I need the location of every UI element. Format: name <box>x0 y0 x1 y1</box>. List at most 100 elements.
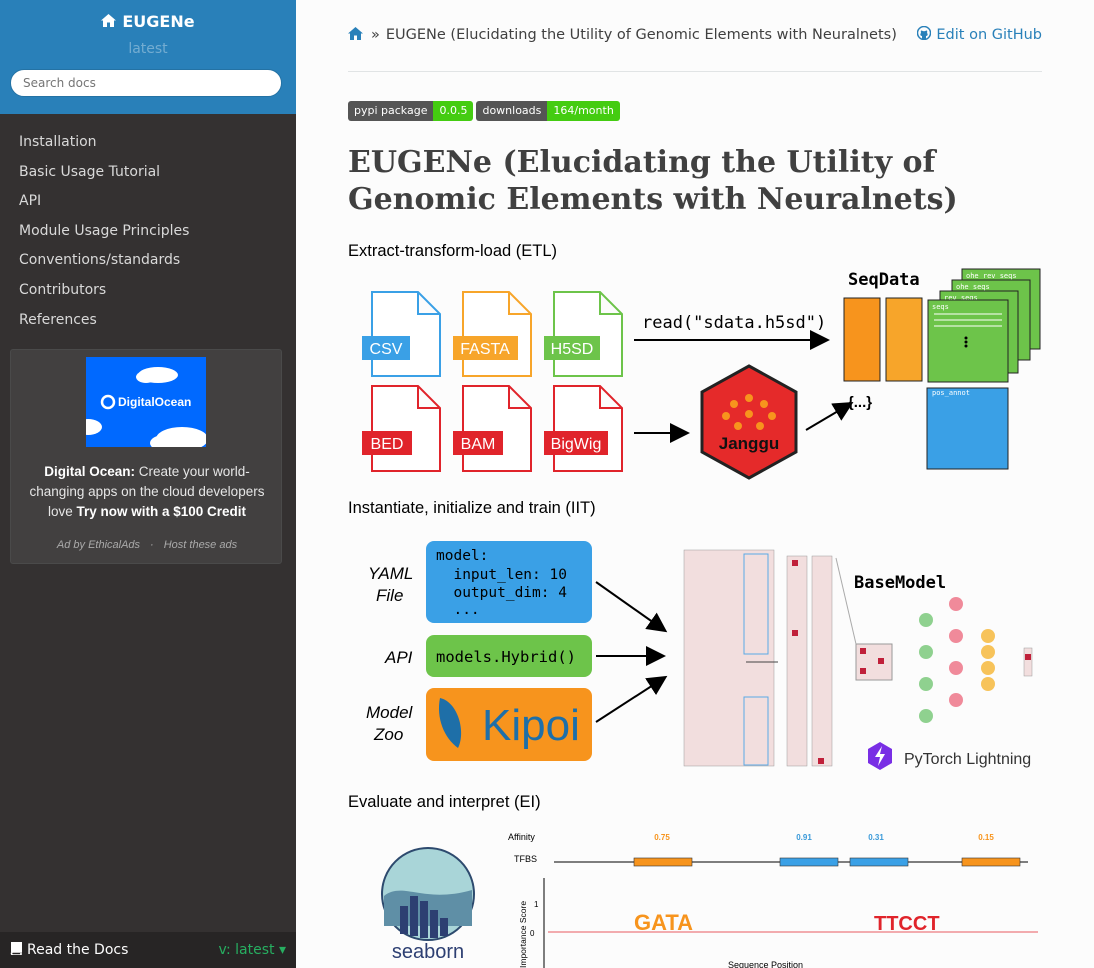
sidebar-item-module-usage[interactable]: Module Usage Principles <box>19 222 190 239</box>
edit-label: Edit on GitHub <box>936 27 1042 43</box>
rev-seqs-label: rev_seqs <box>944 294 978 302</box>
ad-by-link[interactable]: Ad by EthicalAds <box>56 539 141 551</box>
yaml-line-4: ... <box>436 602 480 618</box>
book-icon <box>10 940 23 959</box>
ei-heading: Evaluate and interpret (EI) <box>348 793 541 811</box>
breadcrumb-separator: » <box>371 27 380 43</box>
x-axis-label: Sequence Position <box>728 960 803 968</box>
seqdata-title: SeqData <box>848 270 920 290</box>
seqs-label: seqs <box>932 303 949 311</box>
etl-figure: CSV FASTA H5SD BED BAM BigWig read("sdat… <box>362 268 1041 480</box>
rtd-footer[interactable]: Read the Docs v: latest ▾ <box>0 932 296 968</box>
sidebar-item-contributors[interactable]: Contributors <box>19 281 107 298</box>
breadcrumb-current: EUGENe (Elucidating the Utility of Genom… <box>385 27 897 43</box>
lightning-icon <box>868 742 892 770</box>
breadcrumb: » EUGENe (Elucidating the Utility of Gen… <box>348 25 1042 44</box>
badge-value: 164/month <box>547 101 620 121</box>
ei-figure: seaborn Affinity TFBS 0.75 0.91 0.31 0.1… <box>381 832 1038 968</box>
affinity-value-4: 0.15 <box>978 833 994 842</box>
network-illustration <box>683 549 1033 767</box>
read-command: read("sdata.h5sd") <box>642 313 826 333</box>
affinity-value-2: 0.91 <box>796 833 812 842</box>
sidebar-item-installation[interactable]: Installation <box>19 134 97 150</box>
sidebar-item-api[interactable]: API <box>19 193 42 210</box>
ad-footer: Ad by EthicalAds · Host these ads <box>56 539 238 551</box>
y-axis-label: Importance Score <box>518 901 528 968</box>
downloads-badge[interactable]: downloads 164/month <box>476 101 620 121</box>
edit-on-github-link[interactable]: Edit on GitHub <box>917 25 1042 44</box>
sidebar-header: EUGENe latest <box>0 0 296 114</box>
sidebar-item-basic-usage[interactable]: Basic Usage Tutorial <box>19 163 161 180</box>
page-title: EUGENe (Elucidating the Utility of Genom… <box>348 145 958 217</box>
badge-label: downloads <box>476 101 548 121</box>
sidebar-item-conventions[interactable]: Conventions/standards <box>19 252 181 269</box>
fasta-file-icon: FASTA <box>453 291 532 377</box>
lightning-label: PyTorch Lightning <box>904 751 1031 768</box>
version-value: v: latest <box>218 942 275 958</box>
janggu-out-arrow <box>805 401 854 431</box>
motif-logo-1: GATA <box>634 910 693 935</box>
yaml-line-1: model: <box>436 548 488 564</box>
pos-annot-label: pos_annot <box>932 389 970 397</box>
api-code: models.Hybrid() <box>436 648 576 666</box>
seaborn-label: seaborn <box>392 941 464 963</box>
home-icon <box>101 12 117 31</box>
yaml-label-line1: YAML <box>368 564 413 583</box>
zoo-label-line1: Model <box>366 703 414 722</box>
bigwig-file-icon: BigWig <box>544 385 623 472</box>
sidebar-item-references[interactable]: References <box>19 311 97 328</box>
api-box <box>426 635 592 677</box>
api-label: API <box>384 648 413 667</box>
kipoi-label: Kipoi <box>482 701 580 750</box>
home-icon[interactable] <box>348 26 363 44</box>
bed-file-icon: BED <box>362 385 441 472</box>
janggu-label: Janggu <box>719 434 779 453</box>
ytick-0: 0 <box>530 929 535 938</box>
github-icon <box>917 25 932 44</box>
ohe-rev-seqs-label: ohe_rev_seqs <box>966 272 1017 280</box>
h5sd-file-icon: H5SD <box>544 291 623 377</box>
affinity-label: Affinity <box>508 832 535 842</box>
bigwig-label: BigWig <box>551 436 602 453</box>
affinity-value-3: 0.31 <box>868 833 884 842</box>
basemodel-label: BaseModel <box>854 573 946 593</box>
ad-image[interactable]: DigitalOcean <box>86 357 206 447</box>
bam-file-icon: BAM <box>453 385 532 472</box>
iit-heading: Instantiate, initialize and train (IIT) <box>348 499 596 517</box>
caret-down-icon: ▾ <box>278 942 286 958</box>
sidebar: EUGENe latest Installation Basic Usage T… <box>0 0 296 968</box>
badges: pypi package 0.0.5 downloads 164/month <box>348 101 620 121</box>
motif-logo-2: TTCCT <box>874 913 940 935</box>
ad-text[interactable]: Digital Ocean: Create your world-changin… <box>17 462 277 522</box>
yaml-line-2: input_len: 10 <box>436 567 567 583</box>
project-version: latest <box>128 41 168 57</box>
janggu-logo: Janggu <box>700 364 798 480</box>
ad-brand: DigitalOcean <box>118 395 191 409</box>
yaml-line-3: output_dim: 4 <box>436 585 567 601</box>
ad-box: DigitalOcean Digital Ocean: Create your … <box>10 349 282 564</box>
kipoi-box <box>426 688 592 761</box>
bam-label: BAM <box>461 436 496 453</box>
seaborn-logo: seaborn <box>381 847 475 963</box>
csv-label: CSV <box>370 341 403 358</box>
sidebar-nav: Installation Basic Usage Tutorial API Mo… <box>0 132 296 339</box>
rtd-label-wrap: Read the Docs <box>10 940 128 959</box>
badge-label: pypi package <box>348 101 434 121</box>
search-input[interactable] <box>10 69 282 97</box>
ad-headline: Digital Ocean: <box>44 464 135 479</box>
project-home-link[interactable]: EUGENe <box>0 12 296 31</box>
ad-cta: Try now with a $100 Credit <box>76 504 247 519</box>
tfbs-label: TFBS <box>514 854 537 864</box>
ad-body: Create your world-changing apps on the c… <box>29 464 265 519</box>
ytick-1: 1 <box>534 900 539 909</box>
kipoi-leaf-icon <box>438 698 462 748</box>
ad-host-link[interactable]: Host these ads <box>163 539 238 551</box>
project-name: EUGENe <box>122 12 195 31</box>
pypi-badge[interactable]: pypi package 0.0.5 <box>348 101 474 121</box>
etl-heading: Extract-transform-load (ETL) <box>348 242 558 260</box>
h5sd-label: H5SD <box>551 341 594 358</box>
badge-value: 0.0.5 <box>433 101 474 121</box>
affinity-value-1: 0.75 <box>654 833 670 842</box>
ohe-seqs-label: ohe_seqs <box>956 283 990 291</box>
version-selector[interactable]: v: latest ▾ <box>218 942 286 958</box>
